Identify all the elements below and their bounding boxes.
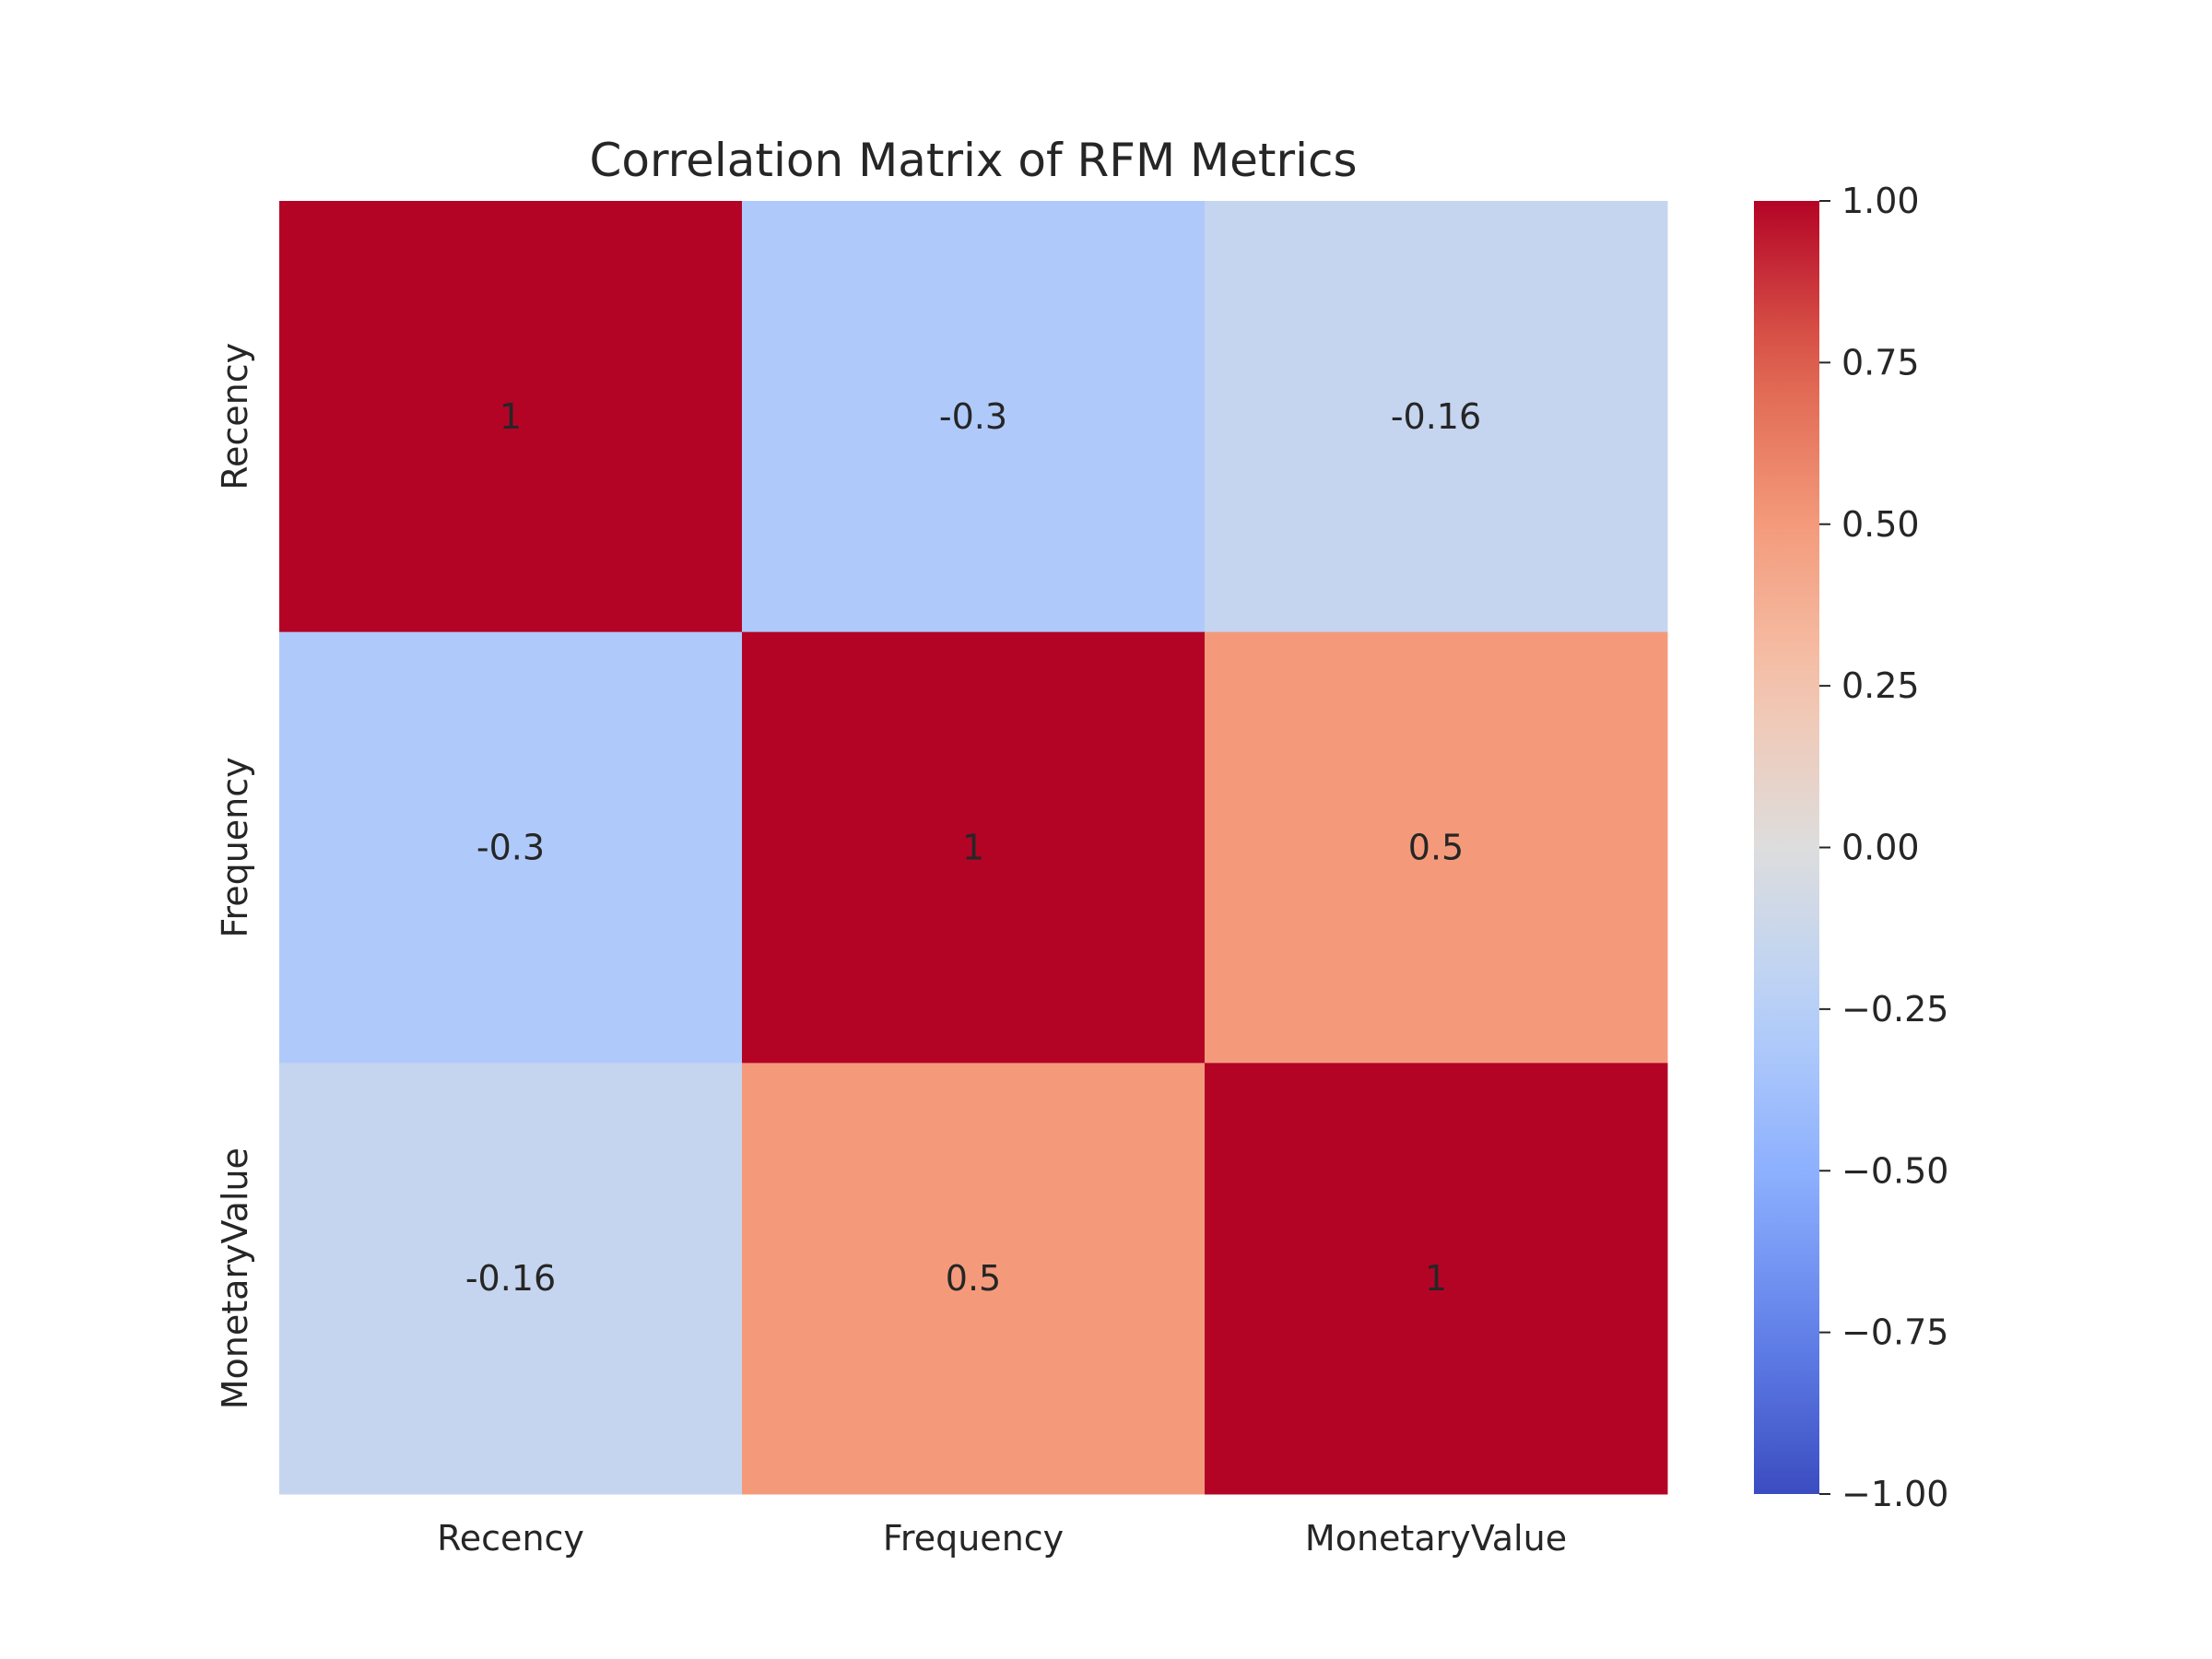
cell-value-label: 1: [962, 828, 984, 868]
cell-value-label: -0.3: [477, 828, 545, 868]
cell-value-label: -0.16: [465, 1258, 556, 1299]
colorbar: [1754, 201, 1819, 1494]
y-tick-label-monetaryvalue: MonetaryValue: [215, 1147, 255, 1409]
y-axis-tick-labels: Recency Frequency MonetaryValue: [215, 343, 255, 1409]
x-tick-label-frequency: Frequency: [883, 1518, 1064, 1559]
colorbar-tick-label: −0.25: [1841, 989, 1948, 1030]
x-tick-label-recency: Recency: [437, 1518, 584, 1559]
colorbar-tick-label: 0.50: [1841, 504, 1920, 545]
colorbar-tick-label: 0.75: [1841, 342, 1920, 382]
cell-value-label: 1: [1425, 1258, 1447, 1299]
heatmap-cell-monetaryvalue-frequency: [742, 1063, 1206, 1495]
colorbar-tick-label: −1.00: [1841, 1474, 1948, 1514]
heatmap-cell-monetaryvalue-recency: [279, 1063, 743, 1495]
x-axis-tick-labels: Recency Frequency MonetaryValue: [437, 1518, 1567, 1559]
colorbar-tick-label: 0.25: [1841, 665, 1920, 706]
heatmap-cell-frequency-frequency: [742, 631, 1206, 1064]
heatmap-cell-monetaryvalue-monetaryvalue: [1205, 1063, 1668, 1495]
heatmap-cell-labels: 1 -0.3 -0.16 -0.3 1 0.5 -0.16 0.5 1: [465, 396, 1481, 1299]
colorbar-tick-label: 0.00: [1841, 828, 1920, 868]
colorbar-tick-label: 1.00: [1841, 181, 1920, 221]
heatmap-cells: [279, 201, 1668, 1495]
colorbar-ticks: 1.00 0.75 0.50 0.25 0.00 −0.25 −0.50 −0.75 −1.00: [1819, 181, 1948, 1514]
heatmap-cell-frequency-monetaryvalue: [1205, 631, 1668, 1064]
y-tick-label-frequency: Frequency: [215, 757, 255, 937]
cell-value-label: 1: [500, 396, 522, 437]
cell-value-label: -0.3: [939, 396, 1007, 437]
x-tick-label-monetaryvalue: MonetaryValue: [1305, 1518, 1567, 1559]
y-tick-label-recency: Recency: [215, 343, 255, 490]
cell-value-label: -0.16: [1391, 396, 1481, 437]
heatmap-cell-recency-recency: [279, 201, 743, 633]
cell-value-label: 0.5: [946, 1258, 1001, 1299]
heatmap-cell-recency-monetaryvalue: [1205, 201, 1668, 633]
chart-title: Correlation Matrix of RFM Metrics: [589, 134, 1357, 187]
colorbar-tick-label: −0.75: [1841, 1312, 1948, 1353]
heatmap-cell-recency-frequency: [742, 201, 1206, 633]
heatmap-cell-frequency-recency: [279, 631, 743, 1064]
cell-value-label: 0.5: [1408, 828, 1464, 868]
colorbar-tick-label: −0.50: [1841, 1150, 1948, 1191]
